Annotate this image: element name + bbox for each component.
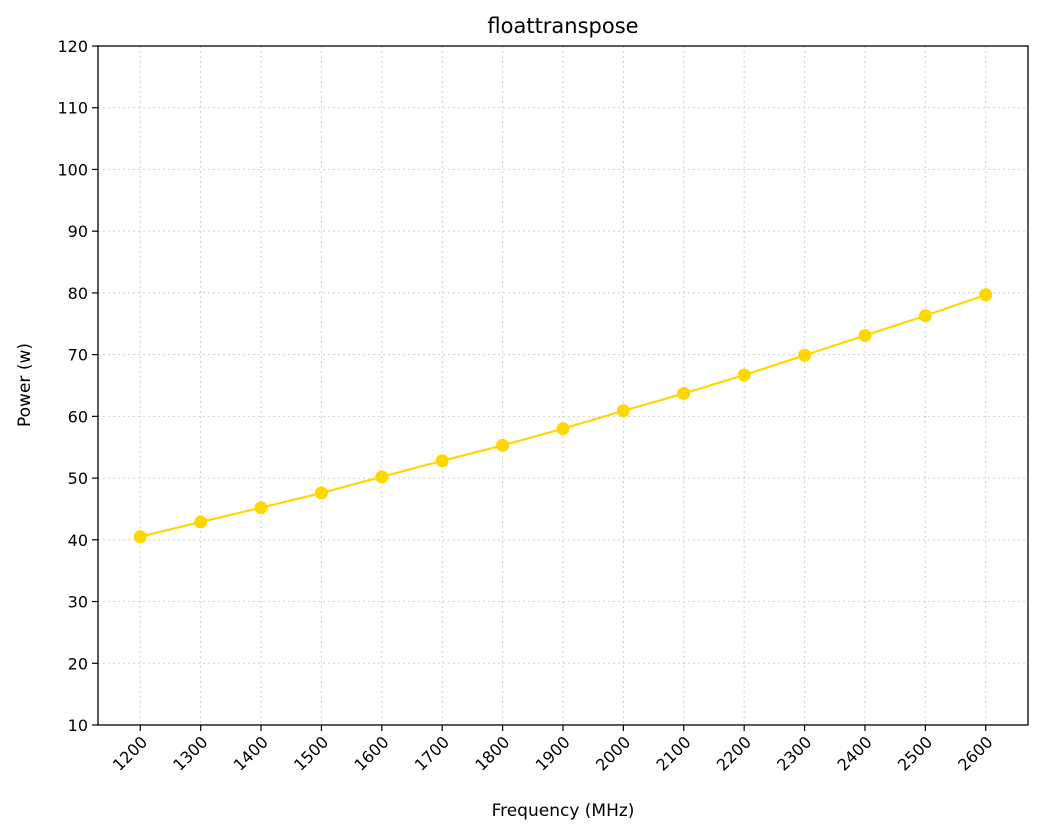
grid-layer	[98, 45, 1028, 726]
x-tick-label: 1300	[169, 732, 211, 774]
data-point	[556, 422, 570, 436]
y-tick-label: 120	[57, 37, 88, 56]
y-tick-label: 10	[68, 716, 88, 735]
data-point	[677, 387, 691, 401]
data-point	[858, 329, 872, 343]
chart-title: floattranspose	[487, 14, 638, 38]
data-point	[314, 486, 328, 500]
data-point	[616, 404, 630, 418]
x-tick-label: 2600	[954, 732, 996, 774]
x-tick-label: 1800	[471, 732, 513, 774]
y-tick-label: 110	[57, 99, 88, 118]
x-tick-label: 1700	[411, 732, 453, 774]
data-point	[918, 309, 932, 323]
y-tick-label: 20	[68, 654, 88, 673]
data-point	[435, 454, 449, 468]
data-point	[979, 288, 993, 302]
x-tick-label: 1900	[532, 732, 574, 774]
data-point	[133, 530, 147, 544]
x-tick-label: 2400	[834, 732, 876, 774]
y-tick-label: 80	[68, 284, 88, 303]
x-tick-label: 1400	[230, 732, 272, 774]
data-point	[254, 501, 268, 515]
x-tick-label: 2300	[773, 732, 815, 774]
series-layer	[133, 288, 993, 544]
y-tick-label: 40	[68, 531, 88, 550]
data-point	[737, 368, 751, 382]
x-tick-label: 1200	[109, 732, 151, 774]
y-tick-label: 60	[68, 407, 88, 426]
x-tick-label: 2200	[713, 732, 755, 774]
x-tick-label: 2000	[592, 732, 634, 774]
y-axis-label: Power (w)	[15, 343, 35, 427]
y-tick-label: 30	[68, 593, 88, 612]
data-point	[194, 515, 208, 529]
x-tick-label: 1500	[290, 732, 332, 774]
x-tick-label: 1600	[350, 732, 392, 774]
data-point	[496, 438, 510, 452]
axes-layer: 1200 1300 1400 1500 1600 1700 1800 1900 2000 2100…	[57, 37, 1029, 775]
x-axis-label: Frequency (MHz)	[492, 801, 635, 821]
y-tick-label: 90	[68, 222, 88, 241]
x-tick-label: 2100	[652, 732, 694, 774]
y-tick-label: 50	[68, 469, 88, 488]
data-point	[798, 348, 812, 362]
y-tick-label: 70	[68, 346, 88, 365]
x-tick-label: 2500	[894, 732, 936, 774]
y-tick-label: 100	[57, 160, 88, 179]
data-point	[375, 470, 389, 484]
